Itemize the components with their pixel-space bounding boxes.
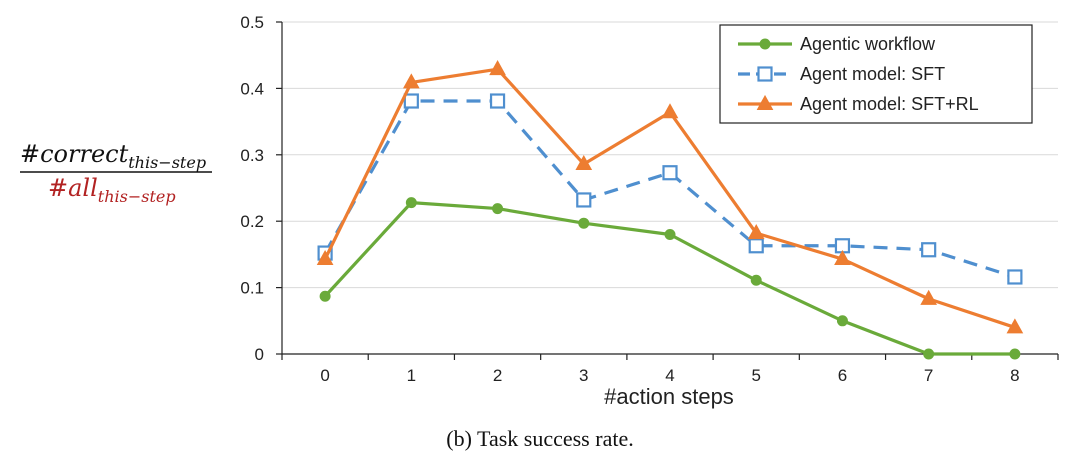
data-point-square — [489, 93, 506, 109]
formula-numerator: #correctthis−step — [20, 140, 206, 172]
data-point-circle — [750, 274, 762, 286]
y-tick-labels: 0 0.1 0.2 0.3 0.4 0.5 — [240, 13, 264, 364]
series-3 — [316, 60, 1024, 334]
y-tick-label: 0.3 — [240, 146, 264, 165]
data-point-legend-square — [757, 66, 773, 82]
y-formula: #correctthis−step #allthis−step — [20, 140, 212, 206]
data-point-legend-circle — [759, 38, 771, 50]
x-tick-label: 5 — [751, 366, 760, 385]
data-point-square — [403, 93, 419, 109]
x-tick-label: 6 — [838, 366, 847, 385]
x-tick-label: 1 — [407, 366, 416, 385]
x-tick-label: 7 — [924, 366, 933, 385]
legend-label: Agent model: SFT+RL — [800, 94, 979, 114]
y-tick-label: 0.5 — [240, 13, 264, 32]
data-point-square — [921, 242, 937, 258]
data-point-triangle — [316, 249, 334, 266]
data-point-triangle — [489, 60, 506, 76]
y-tick-label: 0.4 — [240, 79, 264, 98]
y-tick-label: 0.1 — [240, 279, 264, 298]
series-line — [323, 201, 1015, 356]
series-group — [316, 60, 1024, 360]
x-tick-label: 3 — [579, 366, 588, 385]
data-point-square — [662, 165, 678, 181]
x-tick-label: 8 — [1010, 366, 1019, 385]
data-point-legend-triangle — [756, 94, 774, 110]
series-1 — [319, 197, 1021, 360]
x-tick-labels: 0 1 2 3 4 5 6 7 8 — [320, 366, 1019, 385]
data-point-circle — [923, 348, 935, 360]
data-point-triangle — [575, 155, 593, 171]
data-point-triangle — [834, 249, 851, 266]
series-line — [323, 99, 1016, 279]
data-point-square — [1007, 269, 1023, 285]
x-tick-label: 2 — [493, 366, 502, 385]
x-tick-label: 0 — [320, 366, 329, 385]
data-point-triangle — [747, 224, 765, 240]
legend-label: Agentic workflow — [800, 34, 936, 54]
data-point-circle — [836, 315, 848, 327]
data-point-triangle — [1006, 318, 1024, 334]
data-point-circle — [405, 197, 417, 209]
y-tick-label: 0 — [255, 345, 264, 364]
data-point-circle — [578, 217, 590, 229]
x-tick-label: 4 — [665, 366, 674, 385]
y-tick-label: 0.2 — [240, 212, 264, 231]
formula-denominator: #allthis−step — [48, 174, 176, 206]
data-point-triangle — [402, 73, 420, 89]
series-2 — [317, 93, 1023, 285]
figure-caption: (b) Task success rate. — [446, 426, 633, 451]
data-point-circle — [319, 290, 331, 302]
grid-lines — [282, 21, 1058, 289]
legend-label: Agent model: SFT — [800, 64, 945, 84]
data-point-triangle — [661, 103, 679, 119]
data-point-triangle — [920, 289, 938, 305]
data-point-square — [748, 238, 764, 254]
data-point-circle — [1009, 348, 1021, 360]
data-point-square — [576, 192, 592, 208]
x-axis-title: #action steps — [604, 384, 734, 409]
legend: Agentic workflow Agent model: SFT Agent mo… — [719, 24, 1033, 124]
data-point-circle — [492, 203, 504, 215]
data-point-circle — [664, 228, 676, 240]
